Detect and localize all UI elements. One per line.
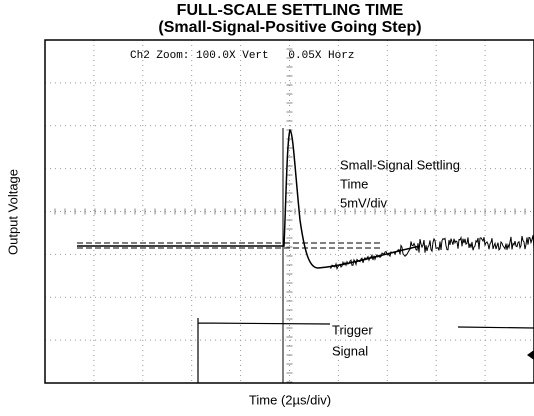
- trigger-arrow: [527, 350, 534, 360]
- title: FULL-SCALE SETTLING TIME: [177, 2, 404, 19]
- annotation: 5mV/div: [340, 195, 387, 210]
- annotation: Small-Signal Settling: [340, 157, 460, 172]
- waveform-noise: [329, 235, 534, 271]
- y-axis-label: Output Voltage: [5, 169, 20, 255]
- trigger-signal-return: [457, 326, 534, 329]
- grid: [44, 39, 534, 383]
- annotation: Signal: [332, 343, 368, 358]
- subtitle: (Small-Signal-Positive Going Step): [158, 19, 421, 36]
- x-axis-label: Time (2µs/div): [249, 392, 331, 407]
- annotation: Time: [340, 176, 368, 191]
- annotation: Trigger: [332, 322, 373, 337]
- trigger-signal: [197, 318, 331, 383]
- plot-frame: [44, 39, 534, 384]
- scope-header: Ch2 Zoom: 100.0X Vert 0.05X Horz: [130, 50, 354, 62]
